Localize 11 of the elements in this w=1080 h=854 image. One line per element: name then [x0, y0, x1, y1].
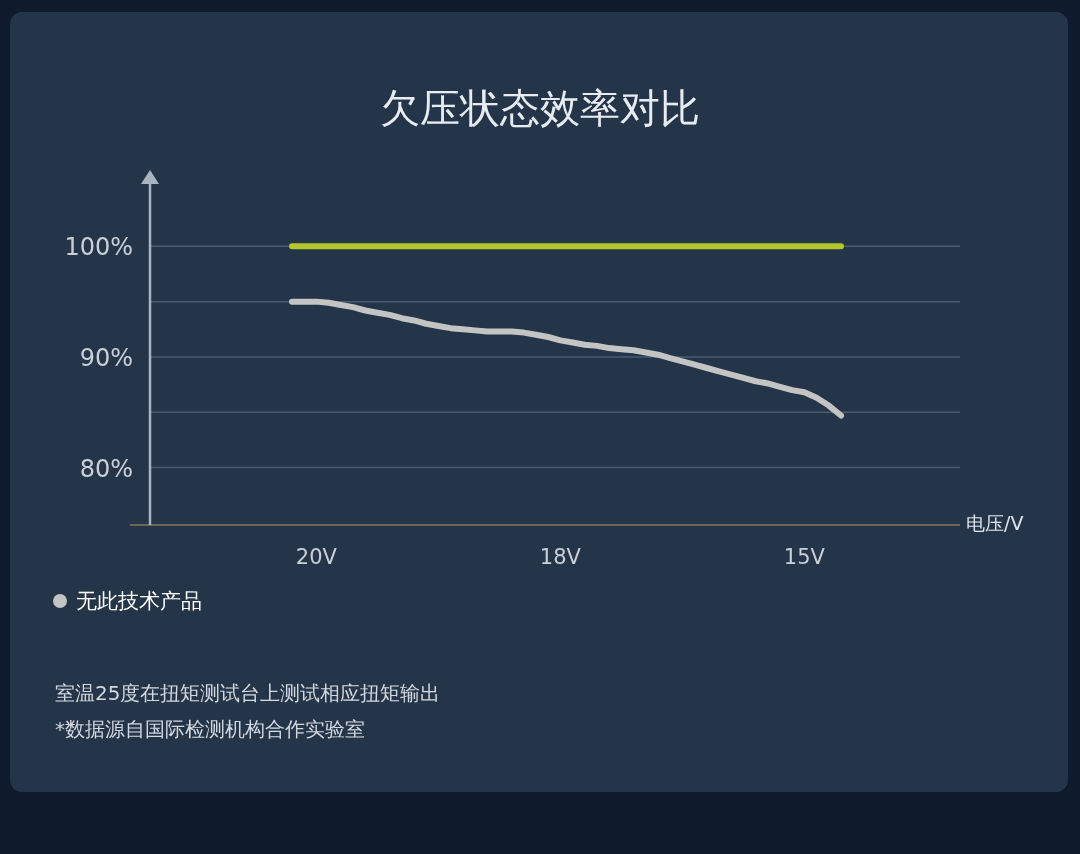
text: 电压/V: [966, 512, 1024, 534]
x-tick-label: 15V: [783, 545, 826, 569]
text: 室温25度在扭矩测试台上测试相应扭矩输出: [55, 681, 441, 705]
chart-title: 欠压状态效率对比: [380, 85, 700, 131]
y-tick-label: 80%: [79, 454, 133, 483]
y-tick-label: 90%: [79, 343, 133, 372]
text: *数据源自国际检测机构合作实验室: [55, 717, 365, 741]
y-tick-label: 100%: [64, 233, 133, 262]
legend-label: 无此技术产品: [76, 589, 202, 613]
x-tick-label: 20V: [295, 545, 338, 569]
x-tick-label: 18V: [539, 545, 582, 569]
